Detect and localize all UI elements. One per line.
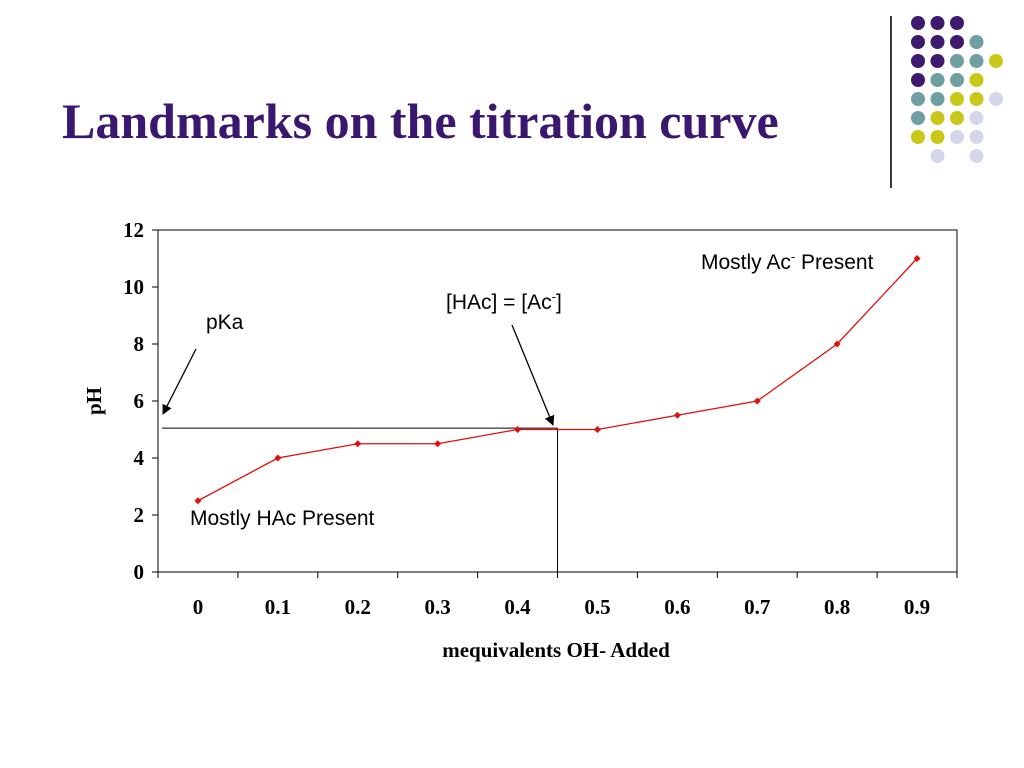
decorative-dot xyxy=(969,35,984,49)
decorative-dot xyxy=(950,73,964,87)
decorative-dot xyxy=(911,111,925,125)
decorative-dot xyxy=(930,130,945,144)
x-tick-label: 0.9 xyxy=(904,595,930,619)
data-point-marker xyxy=(753,397,761,405)
mostly-hac-annotation: Mostly HAc Present xyxy=(190,507,375,530)
x-tick-label: 0.1 xyxy=(265,595,291,619)
y-tick-label: 2 xyxy=(134,503,145,527)
pka-annotation: pKa xyxy=(206,311,244,334)
x-tick-label: 0.7 xyxy=(744,595,770,619)
data-point-marker xyxy=(833,340,841,348)
x-tick-label: 0.2 xyxy=(345,595,371,619)
decorative-dot xyxy=(911,54,925,68)
data-point-marker xyxy=(194,497,202,505)
decorative-dot xyxy=(969,149,984,163)
pka-arrow xyxy=(162,348,197,415)
decorative-dot xyxy=(930,92,945,106)
decorative-dot xyxy=(950,111,964,125)
decorative-dot xyxy=(930,111,945,125)
slide-title: Landmarks on the titration curve xyxy=(62,93,779,149)
reference-lines xyxy=(162,427,558,572)
data-point-marker xyxy=(593,426,601,433)
equal-annotation-superscript: - xyxy=(552,289,556,304)
x-tick-label: 0.3 xyxy=(425,595,451,619)
data-point-marker xyxy=(913,255,921,262)
equal-concentration-annotation: [HAc] = [Ac-] xyxy=(446,289,562,314)
decorative-dot xyxy=(969,73,984,87)
decorative-dot xyxy=(911,73,925,87)
x-axis-title: mequivalents OH- Added xyxy=(442,638,670,662)
decorative-dot xyxy=(950,16,964,30)
equal-annotation-end: ] xyxy=(556,291,562,314)
decorative-dot xyxy=(950,35,964,49)
mostly-ac-prefix: Mostly Ac xyxy=(701,251,791,274)
decorative-dot xyxy=(930,35,945,49)
y-tick-label: 10 xyxy=(123,275,144,299)
equivalence-arrow xyxy=(511,324,555,426)
decorative-dot xyxy=(950,130,964,144)
decorative-dot xyxy=(930,149,945,163)
mostly-ac-superscript: - xyxy=(791,249,795,264)
decorative-dot xyxy=(969,92,984,106)
y-tick-label: 8 xyxy=(134,332,145,356)
decorative-dot xyxy=(969,54,984,68)
y-tick-label: 4 xyxy=(134,446,145,470)
mostly-ac-annotation: Mostly Ac- Present xyxy=(701,249,874,274)
decorative-dot xyxy=(930,73,945,87)
decorative-dot xyxy=(950,92,964,106)
data-point-marker xyxy=(514,426,522,433)
y-tick-label: 12 xyxy=(123,218,144,242)
decorative-dot xyxy=(911,92,925,106)
x-tick-label: 0.4 xyxy=(504,595,531,619)
y-tick-label: 0 xyxy=(134,560,145,584)
x-tick-label: 0.5 xyxy=(584,595,610,619)
data-point-marker xyxy=(434,440,442,448)
data-point-marker xyxy=(673,411,681,419)
x-tick-label: 0 xyxy=(193,595,204,619)
decorative-dot xyxy=(989,54,1003,68)
data-point-marker xyxy=(354,440,362,448)
title-divider xyxy=(890,16,892,188)
decorative-dot xyxy=(989,92,1003,106)
series-layer xyxy=(194,255,921,505)
tick-labels: 0 2 4 6 8 10 12 0 0.1 0.2 0.3 0.4 0.5 0.6 0.7 0.8 0.9 xyxy=(123,218,930,619)
equal-annotation-main: [HAc] = [Ac xyxy=(446,291,552,314)
decorative-dot xyxy=(911,35,925,49)
y-tick-label: 6 xyxy=(134,389,145,413)
decorative-dot-grid xyxy=(911,16,1003,163)
series-line xyxy=(197,258,918,502)
decorative-dot xyxy=(969,130,984,144)
decorative-dot xyxy=(911,130,925,144)
x-tick-label: 0.6 xyxy=(664,595,690,619)
x-tick-label: 0.8 xyxy=(824,595,850,619)
decorative-dot xyxy=(930,16,945,30)
decorative-dot xyxy=(950,54,964,68)
mostly-ac-suffix: Present xyxy=(795,251,873,274)
decorative-dot xyxy=(911,16,925,30)
data-point-marker xyxy=(274,454,282,462)
decorative-dot xyxy=(969,111,984,125)
decorative-dot xyxy=(930,54,945,68)
y-axis-title: pH xyxy=(82,387,106,415)
